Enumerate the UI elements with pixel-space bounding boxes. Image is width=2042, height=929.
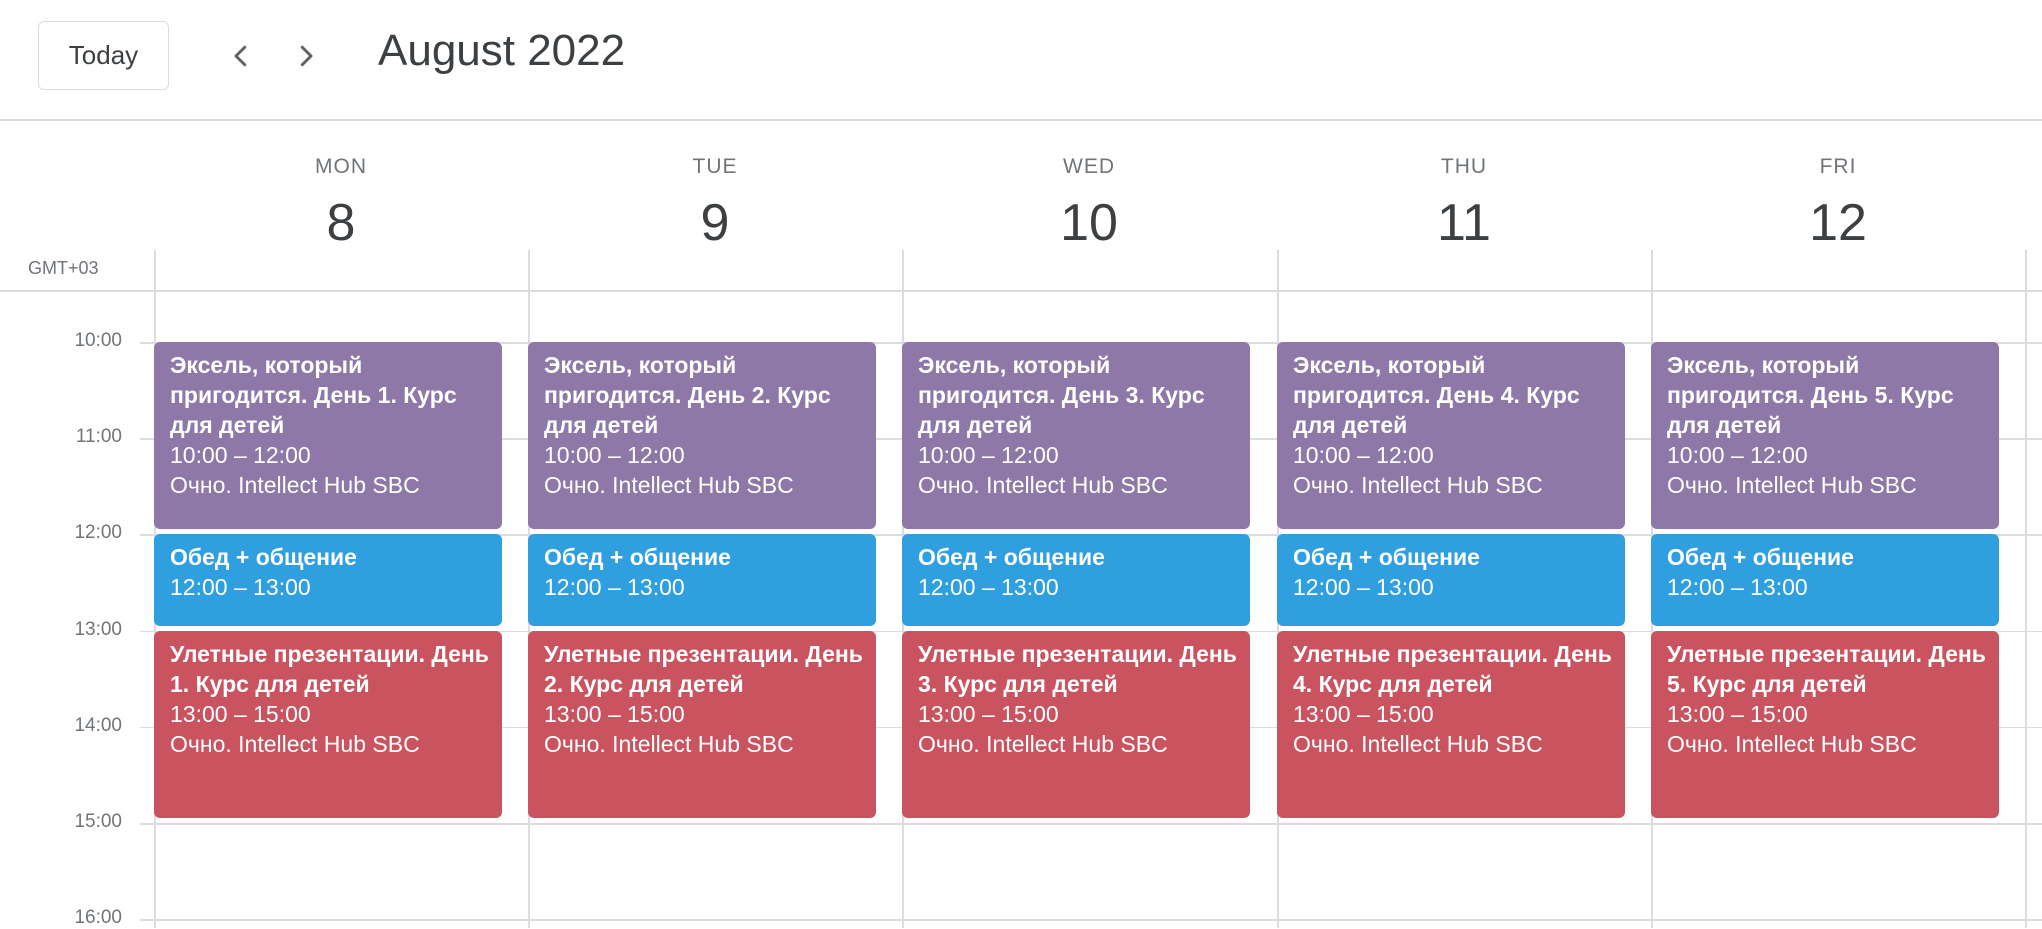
event-time: 10:00 – 12:00 bbox=[170, 442, 311, 468]
calendar-event[interactable]: Эксель, который пригодится. День 2. Курс… bbox=[528, 342, 876, 530]
day-header[interactable]: WED 10 bbox=[902, 121, 1276, 291]
event-title: Улетные презентации. День 4. Курс для де… bbox=[1293, 640, 1612, 697]
event-location: Очно. Intellect Hub SBC bbox=[544, 730, 794, 757]
calendar-event[interactable]: Улетные презентации. День 4. Курс для де… bbox=[1277, 630, 1625, 818]
event-time: 13:00 – 15:00 bbox=[1293, 700, 1434, 727]
day-header[interactable]: FRI 12 bbox=[1651, 121, 2025, 291]
event-time: 13:00 – 15:00 bbox=[170, 700, 311, 727]
hour-label: 14:00 bbox=[74, 714, 122, 736]
day-number[interactable]: 11 bbox=[1437, 194, 1491, 252]
day-header[interactable]: THU 11 bbox=[1277, 121, 1651, 291]
calendar-event[interactable]: Эксель, который пригодится. День 5. Курс… bbox=[1651, 342, 1999, 530]
event-time: 12:00 – 13:00 bbox=[170, 574, 311, 601]
event-time: 13:00 – 15:00 bbox=[918, 700, 1059, 727]
day-number[interactable]: 8 bbox=[326, 194, 356, 252]
hour-label: 12:00 bbox=[74, 522, 122, 544]
column-divider bbox=[2025, 250, 2027, 928]
event-title: Улетные презентации. День 1. Курс для де… bbox=[170, 640, 489, 697]
calendar-event[interactable]: Эксель, который пригодится. День 3. Курс… bbox=[902, 342, 1250, 530]
calendar-event[interactable]: Обед + общение 12:00 – 13:00 bbox=[154, 534, 502, 626]
event-time: 10:00 – 12:00 bbox=[1667, 442, 1808, 468]
event-location: Очно. Intellect Hub SBC bbox=[1293, 472, 1543, 498]
chevron-right-icon bbox=[300, 45, 313, 67]
event-title: Эксель, который пригодится. День 4. Курс… bbox=[1293, 352, 1580, 438]
event-time: 10:00 – 12:00 bbox=[544, 442, 685, 468]
hour-gridline bbox=[140, 919, 2042, 921]
event-time: 10:00 – 12:00 bbox=[918, 442, 1059, 468]
day-header[interactable]: TUE 9 bbox=[528, 121, 902, 291]
calendar-event[interactable]: Эксель, который пригодится. День 1. Курс… bbox=[154, 342, 502, 530]
event-title: Улетные презентации. День 3. Курс для де… bbox=[918, 640, 1237, 697]
timezone-label: GMT+03 bbox=[28, 258, 99, 278]
event-location: Очно. Intellect Hub SBC bbox=[170, 730, 420, 757]
day-name: THU bbox=[1440, 155, 1488, 178]
calendar-toolbar: Today August 2022 bbox=[0, 0, 2042, 121]
day-name: WED bbox=[1063, 155, 1115, 178]
event-time: 12:00 – 13:00 bbox=[544, 574, 685, 601]
event-title: Обед + общение bbox=[1667, 544, 1854, 571]
prev-week-button[interactable] bbox=[219, 34, 263, 78]
event-title: Улетные презентации. День 5. Курс для де… bbox=[1667, 640, 1986, 697]
all-day-divider bbox=[0, 290, 2042, 292]
event-title: Улетные презентации. День 2. Курс для де… bbox=[544, 640, 863, 697]
event-title: Обед + общение bbox=[1293, 544, 1480, 571]
calendar-event[interactable]: Обед + общение 12:00 – 13:00 bbox=[1651, 534, 1999, 626]
hour-gridline bbox=[140, 823, 2042, 825]
event-location: Очно. Intellect Hub SBC bbox=[170, 472, 420, 498]
event-time: 12:00 – 13:00 bbox=[1667, 574, 1808, 601]
calendar-event[interactable]: Улетные презентации. День 1. Курс для де… bbox=[154, 630, 502, 818]
month-title: August 2022 bbox=[378, 26, 626, 75]
event-title: Эксель, который пригодится. День 2. Курс… bbox=[544, 352, 831, 438]
calendar-event[interactable]: Обед + общение 12:00 – 13:00 bbox=[1277, 534, 1625, 626]
event-title: Обед + общение bbox=[544, 544, 731, 571]
event-location: Очно. Intellect Hub SBC bbox=[918, 730, 1168, 757]
day-name: TUE bbox=[692, 155, 738, 178]
hour-label: 15:00 bbox=[74, 811, 122, 832]
calendar-event[interactable]: Обед + общение 12:00 – 13:00 bbox=[902, 534, 1250, 626]
event-title: Обед + общение bbox=[918, 544, 1105, 571]
hour-label: 13:00 bbox=[74, 618, 122, 640]
calendar-event[interactable]: Улетные презентации. День 5. Курс для де… bbox=[1651, 630, 1999, 818]
calendar-event[interactable]: Эксель, который пригодится. День 4. Курс… bbox=[1277, 342, 1625, 530]
chevron-left-icon bbox=[234, 45, 247, 67]
day-number[interactable]: 12 bbox=[1809, 194, 1867, 252]
event-location: Очно. Intellect Hub SBC bbox=[544, 472, 794, 498]
calendar-event[interactable]: Улетные презентации. День 3. Курс для де… bbox=[902, 630, 1250, 818]
event-time: 12:00 – 13:00 bbox=[918, 574, 1059, 601]
event-location: Очно. Intellect Hub SBC bbox=[1667, 730, 1917, 757]
day-header[interactable]: MON 8 bbox=[154, 121, 528, 291]
day-name: FRI bbox=[1819, 155, 1857, 178]
event-location: Очно. Intellect Hub SBC bbox=[1667, 472, 1917, 498]
day-number[interactable]: 9 bbox=[700, 194, 730, 252]
event-title: Обед + общение bbox=[170, 544, 357, 571]
event-time: 12:00 – 13:00 bbox=[1293, 574, 1434, 601]
day-number[interactable]: 10 bbox=[1060, 194, 1118, 252]
event-location: Очно. Intellect Hub SBC bbox=[918, 472, 1168, 498]
calendar-event[interactable]: Улетные презентации. День 2. Курс для де… bbox=[528, 630, 876, 818]
event-time: 13:00 – 15:00 bbox=[544, 700, 685, 727]
hour-label: 10:00 bbox=[74, 330, 122, 351]
event-location: Очно. Intellect Hub SBC bbox=[1293, 730, 1543, 757]
event-title: Эксель, который пригодится. День 1. Курс… bbox=[170, 352, 457, 438]
today-button[interactable]: Today bbox=[38, 21, 169, 90]
hour-label: 11:00 bbox=[75, 426, 122, 448]
event-title: Эксель, который пригодится. День 5. Курс… bbox=[1667, 352, 1954, 438]
hour-label: 16:00 bbox=[74, 907, 122, 929]
next-week-button[interactable] bbox=[284, 34, 328, 78]
event-time: 10:00 – 12:00 bbox=[1293, 442, 1434, 468]
day-name: MON bbox=[315, 155, 367, 178]
calendar-event[interactable]: Обед + общение 12:00 – 13:00 bbox=[528, 534, 876, 626]
event-time: 13:00 – 15:00 bbox=[1667, 700, 1808, 727]
event-title: Эксель, который пригодится. День 3. Курс… bbox=[918, 352, 1205, 438]
